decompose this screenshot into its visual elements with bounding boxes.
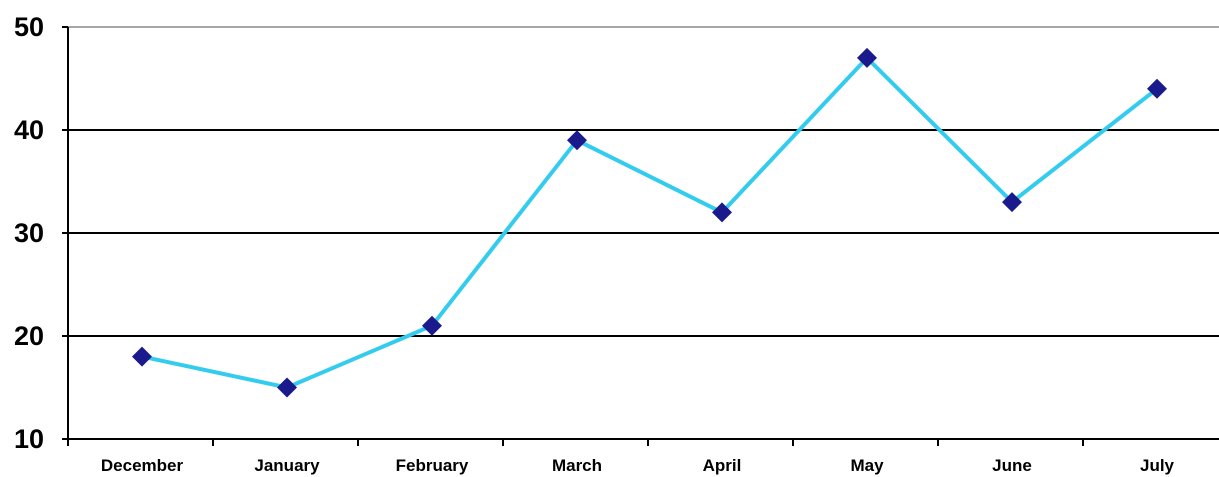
y-axis-tick-labels: 10 20 30 40 50 — [14, 12, 44, 454]
x-tick-label-december: December — [101, 456, 184, 475]
y-tick-label-50: 50 — [14, 12, 44, 42]
y-tick-label-30: 30 — [14, 218, 44, 248]
x-tick-label-february: February — [396, 456, 469, 475]
series-line-0 — [141, 55, 1159, 390]
x-tick-label-january: January — [254, 456, 320, 475]
y-tick-label-10: 10 — [14, 424, 44, 454]
x-tick-label-june: June — [992, 456, 1032, 475]
x-tick-label-july: July — [1140, 456, 1175, 475]
data-point-december — [132, 346, 152, 367]
data-point-january — [277, 377, 297, 398]
axes — [62, 26, 1219, 446]
x-tick-label-march: March — [552, 456, 602, 475]
data-point-may — [857, 47, 877, 68]
data-point-april — [712, 202, 732, 223]
x-axis-tick-labels: December January February March April May June… — [101, 456, 1175, 475]
y-tick-label-40: 40 — [14, 115, 44, 145]
series-line — [141, 55, 1159, 390]
data-point-june — [1002, 192, 1022, 213]
data-point-july — [1147, 78, 1167, 99]
x-tick-label-april: April — [703, 456, 742, 475]
x-tick-label-may: May — [850, 456, 884, 475]
gridlines — [68, 26, 1219, 337]
y-tick-label-20: 20 — [14, 321, 44, 351]
data-point-february — [422, 315, 442, 336]
series-markers — [132, 47, 1167, 398]
data-point-march — [567, 130, 587, 151]
